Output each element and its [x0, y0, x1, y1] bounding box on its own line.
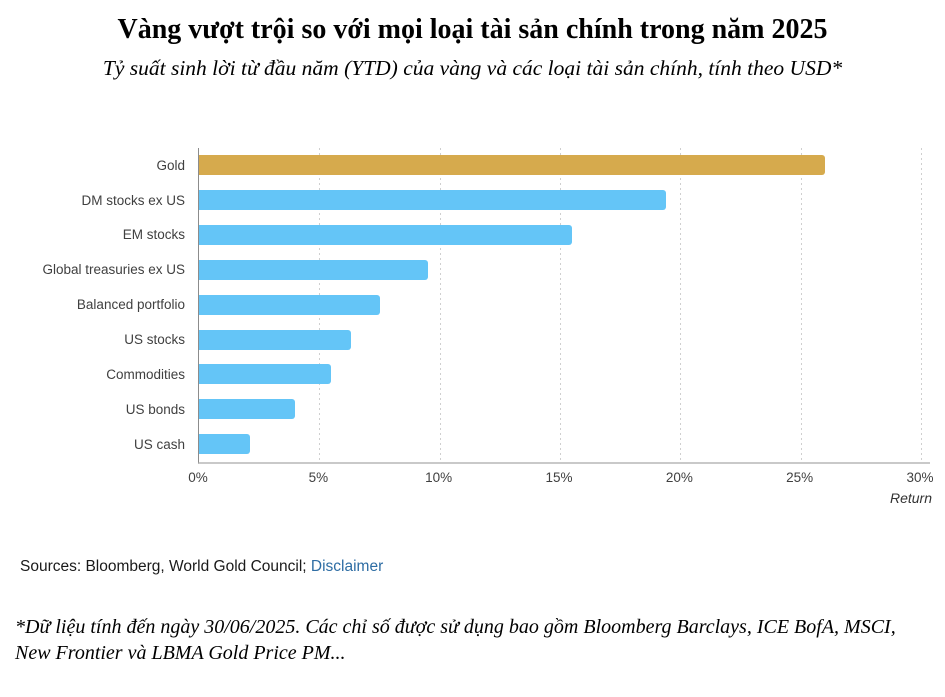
category-axis: Gold DM stocks ex US EM stocks Global treas… [0, 148, 198, 464]
bar-dm-stocks-ex-us [199, 190, 666, 211]
category-label-us-stocks: US stocks [124, 332, 185, 348]
x-tick-label-5: 5% [308, 469, 329, 485]
bar-gold [199, 155, 825, 176]
chart-subtitle: Tỷ suất sinh lời từ đầu năm (YTD) của và… [102, 55, 843, 80]
bar-row [199, 148, 930, 183]
bar-row [199, 427, 930, 462]
category-label-global-treasuries-ex-us: Global treasuries ex US [42, 262, 185, 278]
bar-row [199, 357, 930, 392]
x-tick-label-30: 30% [906, 469, 934, 485]
x-tick-label-0: 0% [188, 469, 208, 485]
category-label-dm-stocks-ex-us: DM stocks ex US [81, 192, 185, 208]
x-tick-label-25: 25% [786, 469, 814, 485]
category-label-balanced-portfolio: Balanced portfolio [76, 297, 185, 313]
sources-text: Sources: Bloomberg, World Gold Council; [20, 557, 311, 575]
bar-us-stocks [199, 329, 351, 350]
x-axis: 0% 5% 10% 15% 20% 25% 30% [188, 469, 945, 487]
bar-row [199, 217, 930, 252]
x-axis-unit-label: Return [889, 489, 932, 506]
category-label-commodities: Commodities [106, 366, 185, 382]
sources-line: Sources: Bloomberg, World Gold Council; … [20, 558, 945, 576]
bar-us-cash [199, 434, 250, 455]
x-tick-label-10: 10% [425, 469, 453, 485]
category-label-us-bonds: US bonds [125, 401, 185, 417]
x-tick-label-15: 15% [545, 469, 573, 485]
bar-row [199, 183, 930, 218]
bar-row [199, 287, 930, 322]
bar-row [199, 252, 930, 287]
bar-global-treasuries-ex-us [199, 259, 428, 280]
bar-row [199, 322, 930, 357]
plot-area [198, 147, 930, 464]
bar-commodities [199, 364, 332, 385]
bar-em-stocks [199, 224, 573, 245]
bar-balanced-portfolio [199, 294, 380, 315]
category-label-gold: Gold [156, 157, 185, 173]
bar-chart: Gold DM stocks ex US EM stocks Global treas… [0, 147, 945, 464]
category-label-em-stocks: EM stocks [122, 227, 185, 243]
bar-row [199, 392, 930, 427]
chart-title: Vàng vượt trội so với mọi loại tài sản c… [117, 14, 828, 45]
disclaimer-link[interactable]: Disclaimer [310, 557, 384, 575]
x-tick-label-20: 20% [665, 469, 693, 485]
footnote: *Dữ liệu tính đến ngày 30/06/2025. Các c… [15, 615, 896, 664]
category-label-us-cash: US cash [133, 436, 185, 452]
bar-us-bonds [199, 399, 296, 420]
